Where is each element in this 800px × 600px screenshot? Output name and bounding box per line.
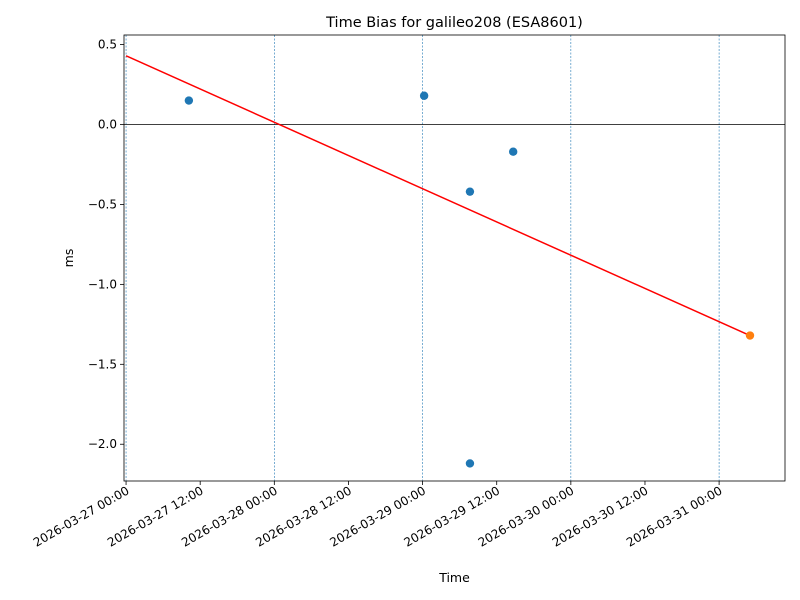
chart-title: Time Bias for galileo208 (ESA8601) (325, 15, 583, 31)
day-separator-lines (125, 35, 720, 481)
y-tick-label: 0.0 (98, 118, 117, 132)
series-layer (125, 55, 755, 468)
plot-frame (123, 34, 786, 482)
data-point (465, 187, 475, 196)
y-axis-label: ms (61, 249, 76, 268)
y-tick-label: 0.5 (98, 38, 117, 52)
data-point (508, 147, 518, 156)
data-point (745, 331, 755, 340)
trend-line (125, 55, 751, 337)
plot-background (124, 35, 785, 481)
y-tick-label: −1.5 (88, 357, 117, 371)
y-tick-label: −2.0 (88, 437, 117, 451)
data-point (184, 96, 194, 105)
data-point (465, 459, 475, 468)
data-point (419, 91, 429, 100)
y-axis-ticks: 0.5 0.0 −0.5 −1.0 −1.5 −2.0 (88, 38, 124, 451)
x-axis-label: Time (438, 570, 470, 585)
y-tick-label: −0.5 (88, 197, 117, 211)
y-tick-label: −1.0 (88, 277, 117, 291)
